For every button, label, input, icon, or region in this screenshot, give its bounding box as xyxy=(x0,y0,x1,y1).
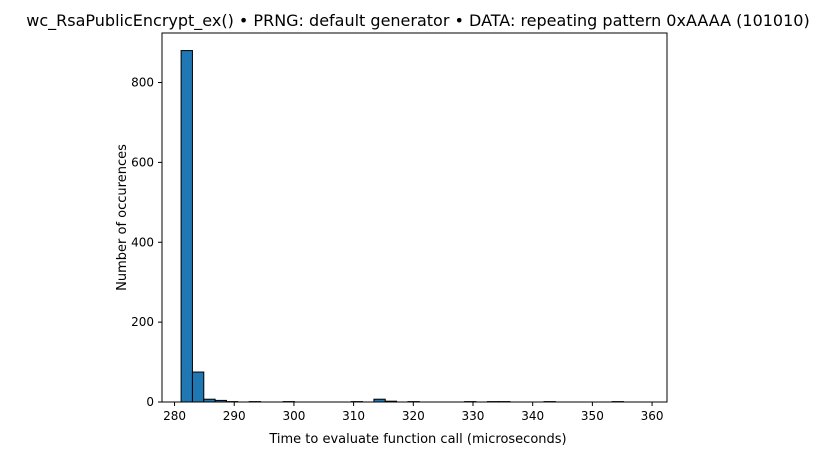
x-axis-label: Time to evaluate function call (microsec… xyxy=(268,432,566,447)
histogram-bar xyxy=(191,371,205,403)
y-tick-label: 800 xyxy=(131,76,154,90)
histogram-bar xyxy=(180,50,193,403)
x-tick-label: 310 xyxy=(342,409,365,423)
x-tick-label: 280 xyxy=(163,409,186,423)
chart-title: wc_RsaPublicEncrypt_ex() • PRNG: default… xyxy=(26,11,809,31)
x-tick-label: 340 xyxy=(521,409,544,423)
x-tick-label: 350 xyxy=(581,409,604,423)
x-tick-label: 290 xyxy=(223,409,246,423)
y-axis-label: Number of occurences xyxy=(115,144,130,291)
x-tick-label: 330 xyxy=(462,409,485,423)
y-axis-ticks: 0 200 400 600 800 xyxy=(131,76,162,409)
x-tick-label: 360 xyxy=(641,409,664,423)
x-tick-label: 300 xyxy=(282,409,305,423)
y-tick-label: 400 xyxy=(131,235,154,249)
y-tick-label: 600 xyxy=(131,155,154,169)
y-tick-label: 200 xyxy=(131,315,154,329)
x-axis-ticks: 280 290 300 310 320 330 340 350 360 xyxy=(163,402,664,423)
plot-frame xyxy=(161,32,668,403)
histogram-bars xyxy=(180,50,624,403)
y-tick-label: 0 xyxy=(146,395,154,409)
x-tick-label: 320 xyxy=(402,409,425,423)
